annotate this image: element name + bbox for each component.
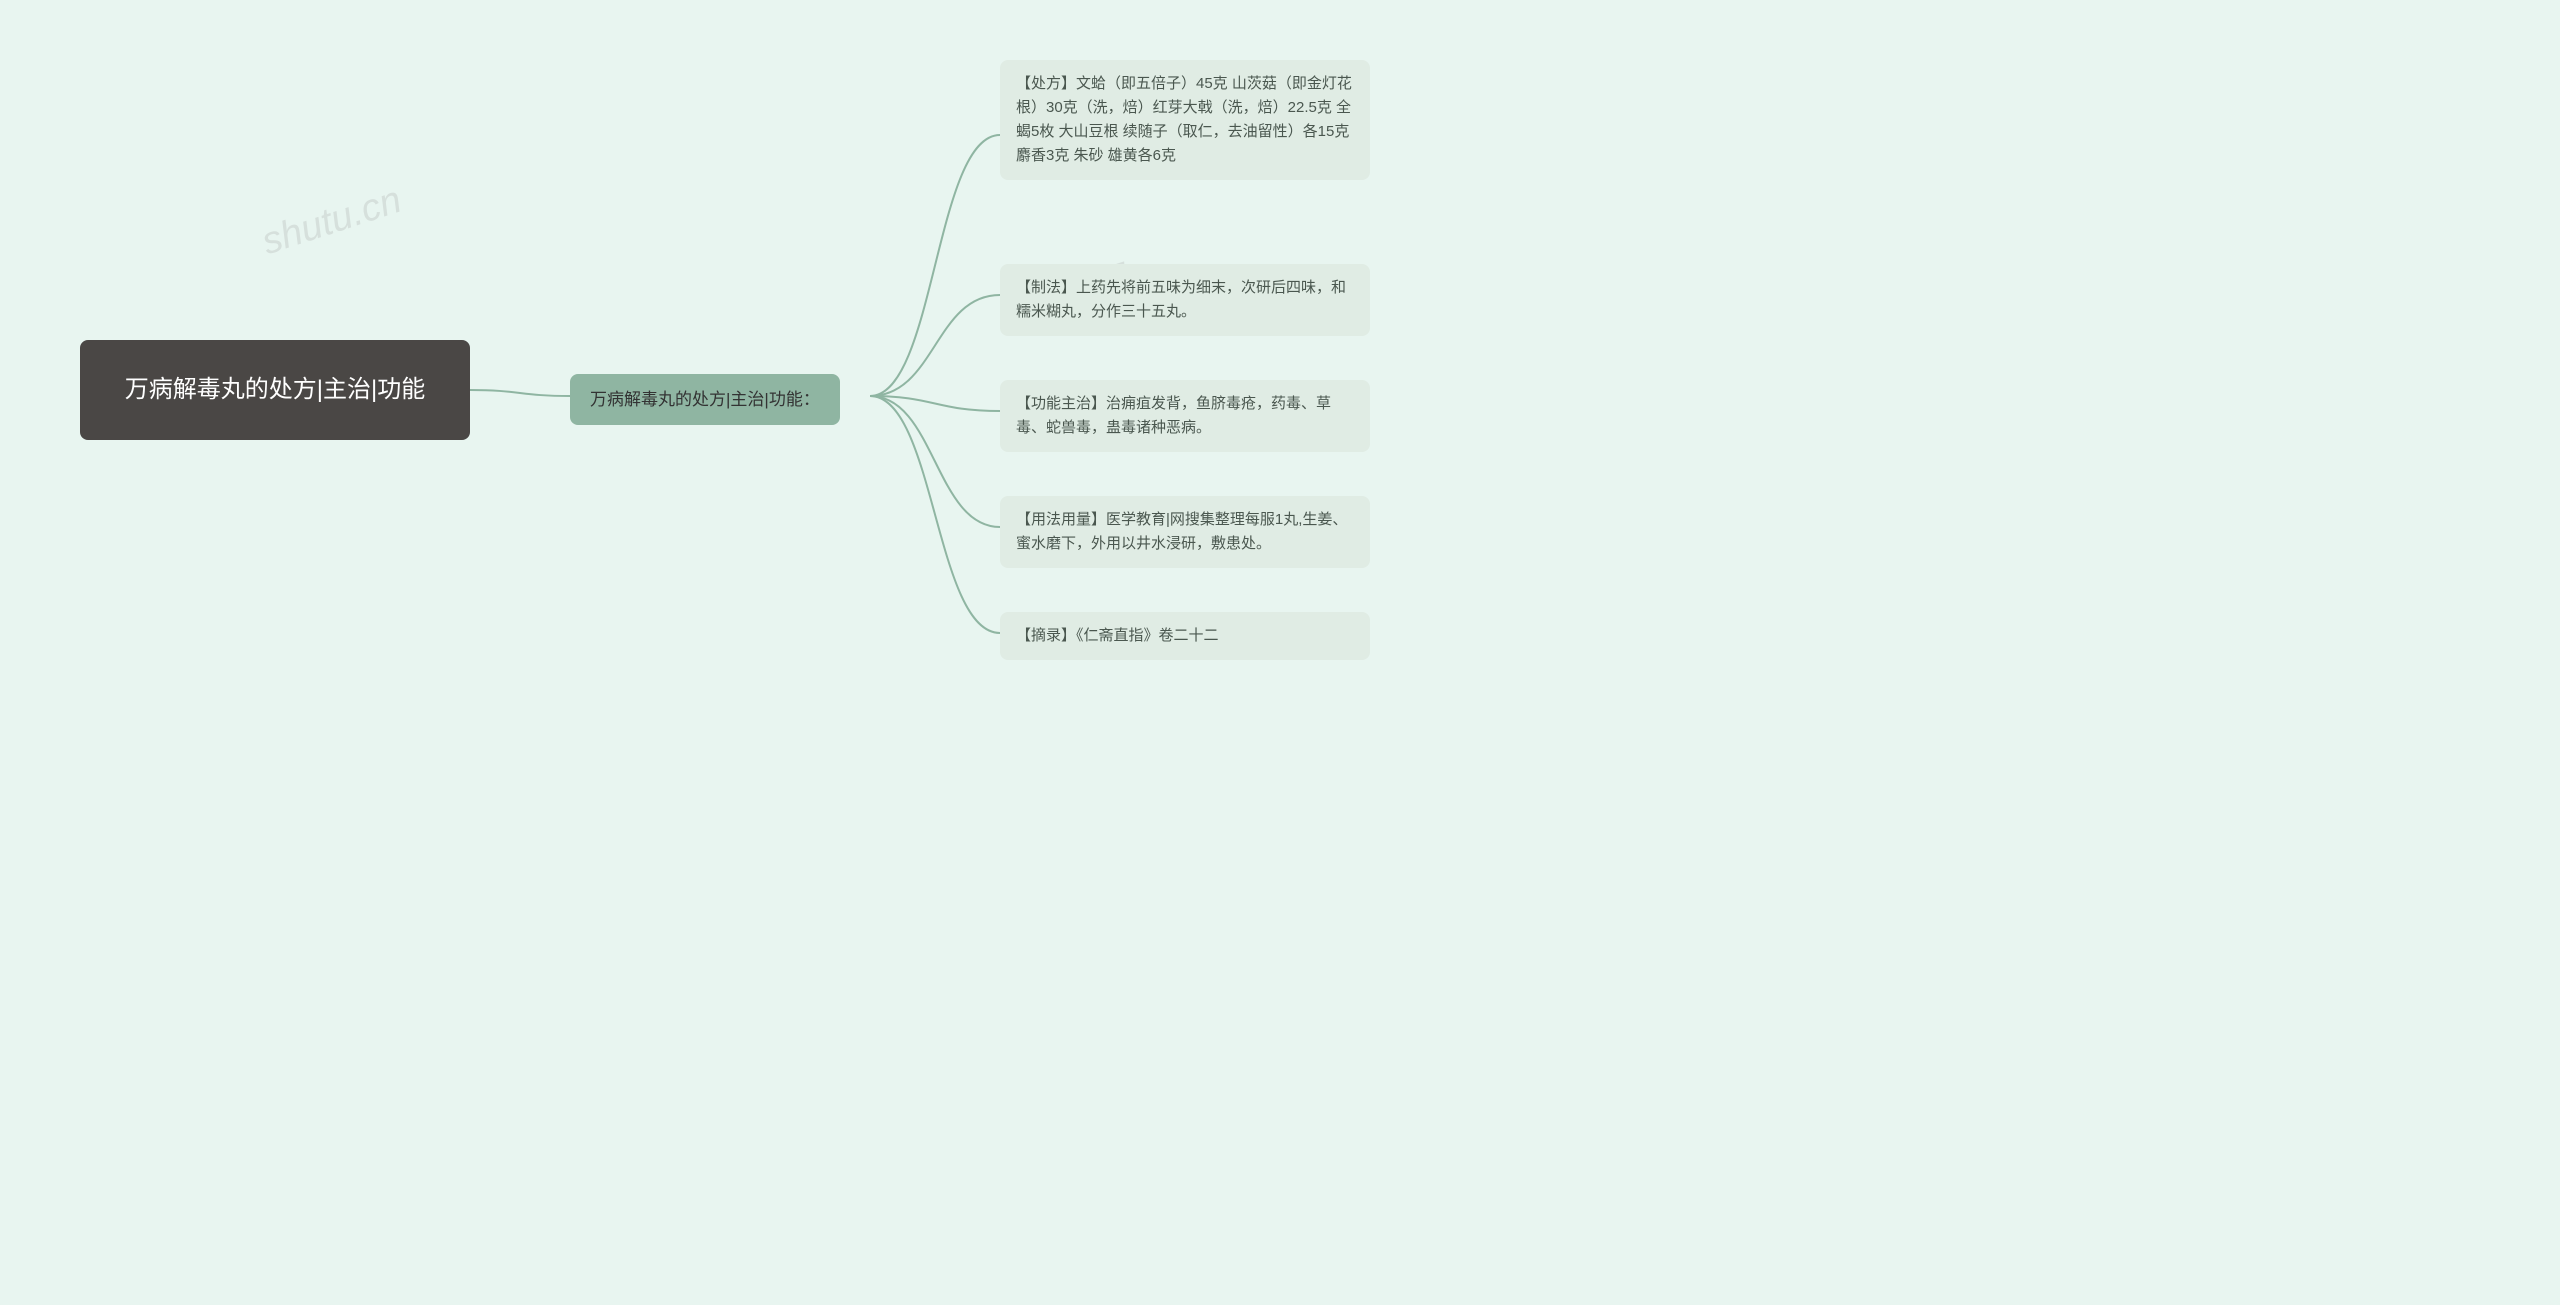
watermark: shutu.cn bbox=[257, 179, 407, 264]
leaf-label: 【处方】文蛤（即五倍子）45克 山茨菇（即金灯花根）30克（洗，焙）红芽大戟（洗… bbox=[1016, 75, 1352, 164]
mid-node[interactable]: 万病解毒丸的处方|主治|功能： bbox=[570, 374, 840, 425]
leaf-node-usage[interactable]: 【用法用量】医学教育|网搜集整理每服1丸,生姜、蜜水磨下，外用以井水浸研，敷患处… bbox=[1000, 496, 1370, 568]
leaf-node-function[interactable]: 【功能主治】治痈疽发背，鱼脐毒疮，药毒、草毒、蛇兽毒，蛊毒诸种恶病。 bbox=[1000, 380, 1370, 452]
leaf-node-excerpt[interactable]: 【摘录】《仁斋直指》卷二十二 bbox=[1000, 612, 1370, 660]
leaf-node-method[interactable]: 【制法】上药先将前五味为细末，次研后四味，和糯米糊丸，分作三十五丸。 bbox=[1000, 264, 1370, 336]
mid-label: 万病解毒丸的处方|主治|功能： bbox=[590, 390, 820, 409]
leaf-node-prescription[interactable]: 【处方】文蛤（即五倍子）45克 山茨菇（即金灯花根）30克（洗，焙）红芽大戟（洗… bbox=[1000, 60, 1370, 180]
root-node[interactable]: 万病解毒丸的处方|主治|功能 bbox=[80, 340, 470, 440]
root-label: 万病解毒丸的处方|主治|功能 bbox=[125, 371, 425, 409]
leaf-label: 【功能主治】治痈疽发背，鱼脐毒疮，药毒、草毒、蛇兽毒，蛊毒诸种恶病。 bbox=[1016, 395, 1331, 436]
leaf-label: 【用法用量】医学教育|网搜集整理每服1丸,生姜、蜜水磨下，外用以井水浸研，敷患处… bbox=[1016, 511, 1347, 552]
leaf-label: 【摘录】《仁斋直指》卷二十二 bbox=[1016, 627, 1219, 644]
leaf-label: 【制法】上药先将前五味为细末，次研后四味，和糯米糊丸，分作三十五丸。 bbox=[1016, 279, 1346, 320]
